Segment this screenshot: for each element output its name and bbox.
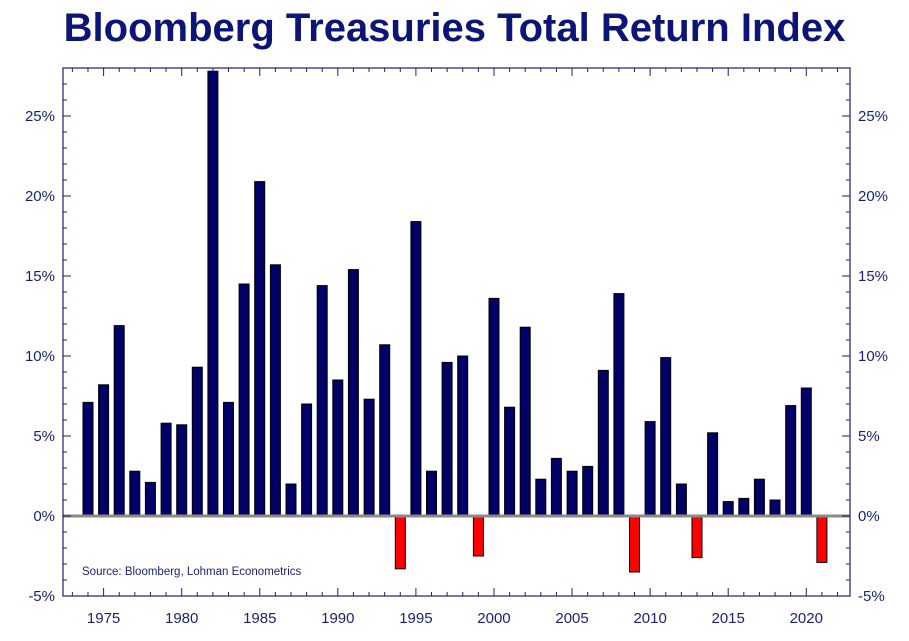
bar-2003 xyxy=(535,478,547,517)
x-tick-label: 2005 xyxy=(555,610,588,627)
plot-frame xyxy=(62,67,851,597)
y-tick-label-left: 25% xyxy=(25,108,55,125)
bar-1989 xyxy=(316,285,328,517)
y-tick-label-right: 25% xyxy=(858,108,888,125)
bar-2018 xyxy=(769,499,781,517)
ticks-group xyxy=(63,67,850,597)
y-tick-label-left: 20% xyxy=(25,188,55,205)
x-tick-label: 2020 xyxy=(790,610,823,627)
bars-group xyxy=(82,70,828,573)
bar-1995 xyxy=(410,221,422,517)
bar-1977 xyxy=(129,470,141,517)
bar-2002 xyxy=(519,326,531,517)
source-note: Source: Bloomberg, Lohman Econometrics xyxy=(82,566,301,578)
bar-1981 xyxy=(191,366,203,517)
bar-2009 xyxy=(629,515,640,573)
bar-1985 xyxy=(254,181,266,517)
tick-labels-group: -5% -5% 0% 0% 5% 5% 10% 10% 15% 15% 20% 20% 25% 25% 19… xyxy=(25,108,888,627)
bar-1986 xyxy=(269,264,281,517)
bar-1990 xyxy=(332,379,344,517)
bar-1974 xyxy=(82,401,94,517)
bar-2008 xyxy=(613,293,625,517)
chart-title: Bloomberg Treasuries Total Return Index xyxy=(63,6,846,50)
bar-2005 xyxy=(566,470,578,517)
y-tick-label-right: 5% xyxy=(858,428,880,445)
bar-2017 xyxy=(753,478,765,517)
bar-2010 xyxy=(644,421,656,517)
bar-2015 xyxy=(722,501,734,517)
bar-2006 xyxy=(582,465,594,517)
bar-1994 xyxy=(394,515,406,570)
bar-2019 xyxy=(785,405,797,517)
y-tick-label-right: 15% xyxy=(858,268,888,285)
bar-1980 xyxy=(176,424,188,517)
bar-1982 xyxy=(207,70,219,517)
bar-1991 xyxy=(347,269,359,517)
bar-1993 xyxy=(379,344,391,517)
bar-2007 xyxy=(597,369,609,517)
bar-2021 xyxy=(816,515,828,563)
y-tick-label-left: 15% xyxy=(25,268,55,285)
bar-1998 xyxy=(457,355,469,517)
y-tick-label-left: 10% xyxy=(25,348,55,365)
x-tick-label: 2010 xyxy=(633,610,666,627)
y-tick-label-right: 0% xyxy=(858,508,880,525)
x-tick-label: 1990 xyxy=(321,610,354,627)
bar-1987 xyxy=(285,483,297,517)
y-tick-label-left: -5% xyxy=(28,588,55,605)
x-tick-label: 2000 xyxy=(477,610,510,627)
bar-1983 xyxy=(223,401,234,517)
bar-1978 xyxy=(144,481,156,517)
bar-2000 xyxy=(488,297,500,517)
bar-1975 xyxy=(98,384,110,517)
y-tick-label-right: 20% xyxy=(858,188,888,205)
y-tick-label-right: 10% xyxy=(858,348,888,365)
y-tick-label-left: 0% xyxy=(33,508,55,525)
bar-2014 xyxy=(707,432,719,517)
x-tick-label: 2015 xyxy=(712,610,745,627)
bar-2011 xyxy=(660,357,672,517)
bar-1997 xyxy=(441,361,453,517)
y-tick-label-left: 5% xyxy=(33,428,55,445)
bar-2013 xyxy=(691,515,703,559)
bar-1999 xyxy=(472,515,484,557)
bar-2004 xyxy=(550,457,562,517)
x-tick-label: 1985 xyxy=(243,610,276,627)
bar-1976 xyxy=(113,325,125,517)
bar-1992 xyxy=(363,398,375,517)
x-tick-label: 1975 xyxy=(87,610,120,627)
bar-2012 xyxy=(675,483,687,517)
bar-1984 xyxy=(238,283,250,517)
bar-2016 xyxy=(738,497,750,517)
x-tick-label: 1995 xyxy=(399,610,432,627)
x-tick-label: 1980 xyxy=(165,610,198,627)
bar-2001 xyxy=(504,406,516,517)
bar-1979 xyxy=(160,422,172,517)
bar-1988 xyxy=(301,403,313,517)
bar-2020 xyxy=(800,387,812,517)
bar-1996 xyxy=(426,470,437,517)
y-tick-label-right: -5% xyxy=(858,588,885,605)
